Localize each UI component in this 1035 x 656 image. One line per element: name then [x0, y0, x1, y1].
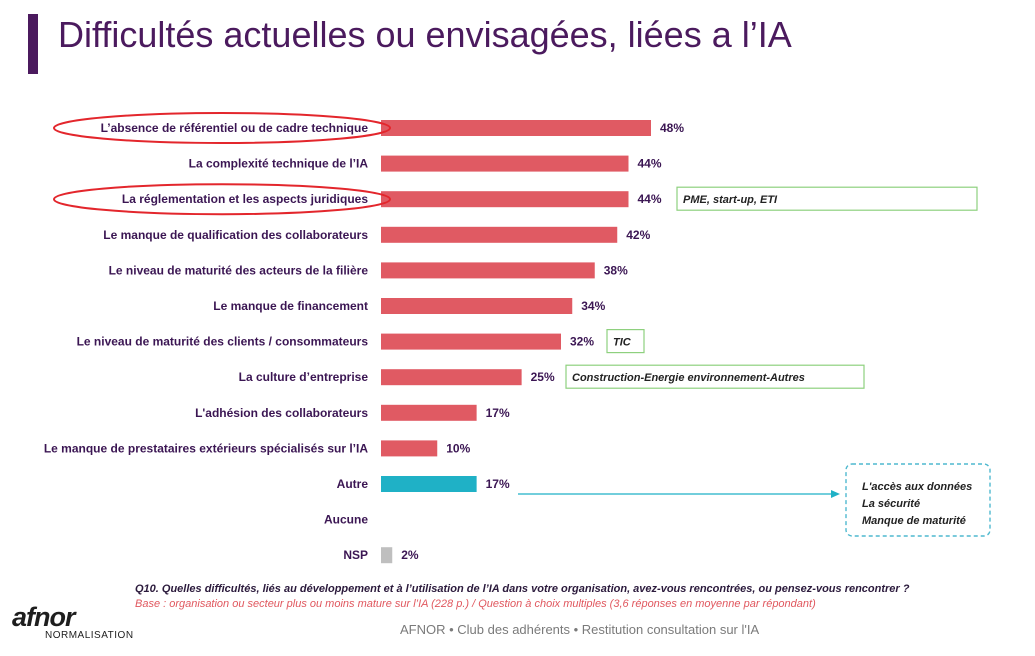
title-accent-bar [28, 14, 38, 74]
category-label: La réglementation et les aspects juridiq… [122, 192, 368, 206]
footer-question: Q10. Quelles difficultés, liés au dévelo… [135, 583, 910, 595]
note-text: Construction-Energie environnement-Autre… [572, 372, 805, 384]
callout-box [845, 463, 991, 537]
category-label: Le niveau de maturité des acteurs de la … [109, 263, 369, 277]
value-label: 2% [401, 548, 419, 562]
bar-chart: L’absence de référentiel ou de cadre tec… [44, 112, 991, 564]
value-label: 10% [446, 441, 470, 455]
value-label: 44% [638, 157, 662, 171]
bar [381, 333, 561, 350]
category-label: La culture d’entreprise [239, 370, 369, 384]
highlight-ellipse [53, 183, 391, 216]
category-label: Autre [337, 477, 369, 491]
category-label: Le manque de qualification des collabora… [103, 228, 368, 242]
footer-credit: AFNOR • Club des adhérents • Restitution… [400, 622, 760, 637]
afnor-logo: afnor [12, 602, 75, 632]
callout-text: La sécurité [862, 498, 920, 510]
callout-text: Manque de maturité [862, 515, 966, 527]
note-box [676, 186, 978, 211]
value-label: 38% [604, 263, 628, 277]
bar [381, 226, 618, 243]
value-label: 44% [638, 192, 662, 206]
bar [381, 298, 573, 314]
category-label: Le manque de prestataires extérieurs spé… [44, 441, 368, 455]
bar [381, 476, 477, 492]
value-label: 17% [486, 406, 510, 420]
highlight-ellipse [53, 112, 391, 144]
note-text: PME, start-up, ETI [683, 194, 778, 206]
footer-base-note: Base : organisation ou secteur plus ou m… [135, 598, 816, 610]
bar [381, 440, 438, 457]
bar [381, 369, 522, 386]
bar [381, 547, 393, 564]
bar [381, 120, 651, 136]
value-label: 32% [570, 335, 594, 349]
page-title: Difficultés actuelles ou envisagées, lié… [58, 14, 792, 55]
category-label: L’absence de référentiel ou de cadre tec… [101, 121, 369, 135]
note-box [565, 364, 865, 389]
value-label: 48% [660, 121, 684, 135]
category-label: Aucune [324, 513, 368, 527]
bar [381, 262, 595, 279]
value-label: 34% [581, 299, 605, 313]
category-label: La complexité technique de l’IA [189, 157, 369, 171]
bar [381, 155, 629, 172]
value-label: 42% [626, 228, 650, 242]
bar [381, 191, 629, 208]
category-label: Le manque de financement [213, 299, 368, 313]
category-label: NSP [343, 548, 368, 562]
category-label: Le niveau de maturité des clients / cons… [77, 335, 369, 349]
category-label: L'adhésion des collaborateurs [195, 406, 368, 420]
value-label: 25% [531, 370, 555, 384]
afnor-logo-subtitle: NORMALISATION [45, 630, 134, 641]
callout-text: L'accès aux données [862, 481, 972, 493]
note-box [606, 329, 645, 354]
value-label: 17% [486, 477, 510, 491]
callout-arrowhead [831, 490, 840, 498]
bar [381, 404, 477, 421]
note-text: TIC [613, 337, 632, 349]
